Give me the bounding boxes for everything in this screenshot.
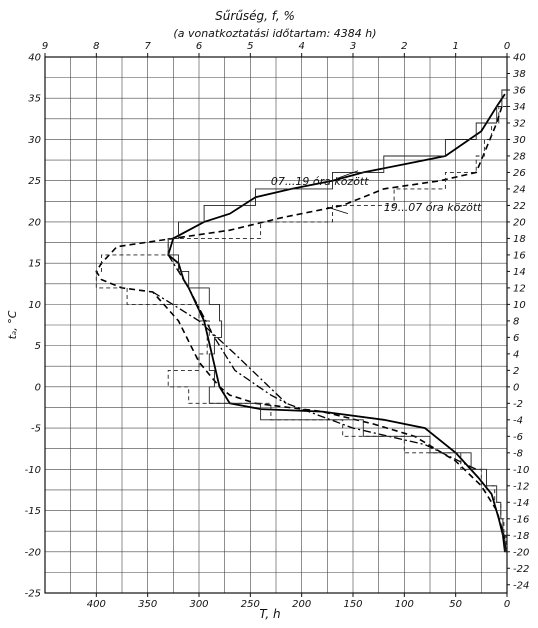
y-left-tick-label: 20 (28, 217, 41, 228)
y-axis-label: tₐ, °C (6, 310, 19, 339)
y-left-tick-label: 10 (28, 300, 41, 311)
y-right-tick-label: -12 (513, 481, 529, 492)
x-top-tick-label: 7 (144, 41, 151, 52)
y-right-tick-label: -24 (513, 580, 529, 591)
series-line-5 (167, 89, 507, 553)
annotation-leader-1 (337, 170, 359, 179)
y-left-tick-label: -5 (31, 424, 41, 435)
y-left-tick-label: 0 (35, 382, 41, 393)
series-line-4 (167, 254, 287, 404)
series-lines (95, 89, 507, 553)
y-right-tick-label: -2 (513, 399, 523, 410)
y-right-tick-label: -6 (513, 432, 523, 443)
y-right-tick-label: 20 (513, 217, 526, 228)
x-top-tick-label: 1 (452, 41, 458, 52)
x-top-tick-label: 3 (350, 41, 356, 52)
y-right-tick-label: 30 (513, 135, 526, 146)
y-right-tick-label: 6 (513, 333, 519, 344)
y-left-tick-label: -25 (25, 589, 41, 600)
plot-frame (44, 56, 508, 594)
x-bottom-tick-label: 250 (241, 599, 260, 610)
y-right-tick-label: -18 (513, 531, 529, 542)
annotation-label-2: 19...07 óra között (384, 201, 482, 214)
y-right-tick-label: 2 (513, 366, 519, 377)
y-right-tick-label: 14 (513, 267, 526, 278)
y-right-tick-label: 24 (513, 184, 526, 195)
series-line-6 (95, 106, 507, 553)
y-right-tick-label: 10 (513, 300, 526, 311)
y-left-tick-label: -15 (25, 506, 41, 517)
tick-labels: 400 350 300 250 200 150 100 50 09 8 7 6 5 4 3 2 1 0403530… (25, 41, 530, 610)
chart-subtitle: (a vonatkoztatási időtartam: 4384 h) (173, 27, 376, 40)
x-bottom-tick-label: 350 (138, 599, 157, 610)
y-right-tick-label: -20 (513, 547, 529, 558)
x-top-tick-label: 8 (93, 41, 99, 52)
y-right-tick-label: -14 (513, 498, 529, 509)
y-left-tick-label: 15 (28, 259, 41, 270)
axes (44, 53, 510, 597)
x-top-tick-label: 0 (504, 41, 510, 52)
x-top-tick-label: 4 (298, 41, 304, 52)
y-right-tick-label: -22 (513, 564, 529, 575)
y-left-tick-label: 25 (28, 176, 41, 187)
y-right-tick-label: 16 (513, 250, 526, 261)
annotations: 07...19 óra között 19...07 óra között (271, 170, 482, 215)
x-top-tick-label: 2 (401, 41, 407, 52)
y-right-tick-label: 22 (513, 201, 526, 212)
y-right-tick-label: -8 (513, 448, 523, 459)
y-right-tick-label: 26 (513, 168, 526, 179)
chart-title: Sűrűség, f, % (215, 9, 295, 23)
y-right-tick-label: 32 (513, 118, 526, 129)
y-right-tick-label: 34 (513, 102, 526, 113)
y-left-tick-label: 40 (28, 53, 41, 64)
series-line-1 (167, 93, 506, 552)
x-bottom-tick-label: 0 (504, 599, 510, 610)
x-bottom-tick-label: 300 (189, 599, 208, 610)
x-top-tick-label: 5 (247, 41, 253, 52)
y-right-tick-label: 40 (513, 53, 526, 64)
annotation-label-1: 07...19 óra között (271, 175, 369, 188)
x-bottom-tick-label: 400 (87, 599, 106, 610)
grid (44, 56, 508, 594)
y-right-tick-label: -4 (513, 415, 523, 426)
y-right-tick-label: 18 (513, 234, 526, 245)
y-left-tick-label: -20 (25, 547, 41, 558)
y-right-tick-label: -16 (513, 514, 529, 525)
y-right-tick-label: 12 (513, 283, 526, 294)
x-bottom-tick-label: 150 (343, 599, 362, 610)
y-left-tick-label: 35 (28, 94, 41, 105)
y-right-tick-label: 36 (513, 85, 526, 96)
y-left-tick-label: 30 (28, 135, 41, 146)
x-bottom-tick-label: 100 (395, 599, 414, 610)
y-left-tick-label: 5 (35, 341, 41, 352)
x-bottom-tick-label: 50 (449, 599, 462, 610)
annotation-leader-2 (327, 206, 348, 215)
x-bottom-tick-label: 200 (292, 599, 311, 610)
x-top-tick-label: 9 (42, 41, 48, 52)
y-right-tick-label: 4 (513, 349, 519, 360)
series-line-2 (95, 106, 507, 552)
y-right-tick-label: 0 (513, 382, 519, 393)
y-left-tick-label: -10 (25, 465, 41, 476)
series-line-3 (152, 291, 477, 470)
y-right-tick-label: 28 (513, 151, 526, 162)
x-axis-label: T, h (259, 607, 280, 621)
x-top-tick-label: 6 (196, 41, 202, 52)
y-right-tick-label: 38 (513, 69, 526, 80)
y-right-tick-label: -10 (513, 465, 529, 476)
y-right-tick-label: 8 (513, 316, 519, 327)
